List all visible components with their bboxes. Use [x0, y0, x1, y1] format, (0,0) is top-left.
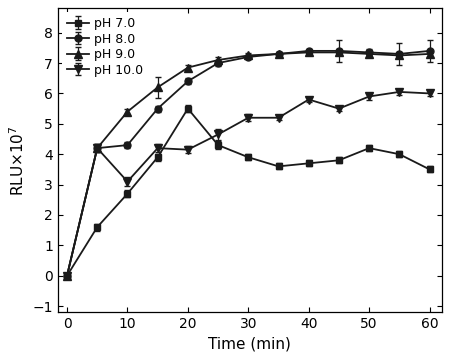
X-axis label: Time (min): Time (min): [208, 337, 291, 352]
Y-axis label: RLU×10$^7$: RLU×10$^7$: [9, 125, 27, 195]
Legend: pH 7.0, pH 8.0, pH 9.0, pH 10.0: pH 7.0, pH 8.0, pH 9.0, pH 10.0: [62, 12, 148, 82]
